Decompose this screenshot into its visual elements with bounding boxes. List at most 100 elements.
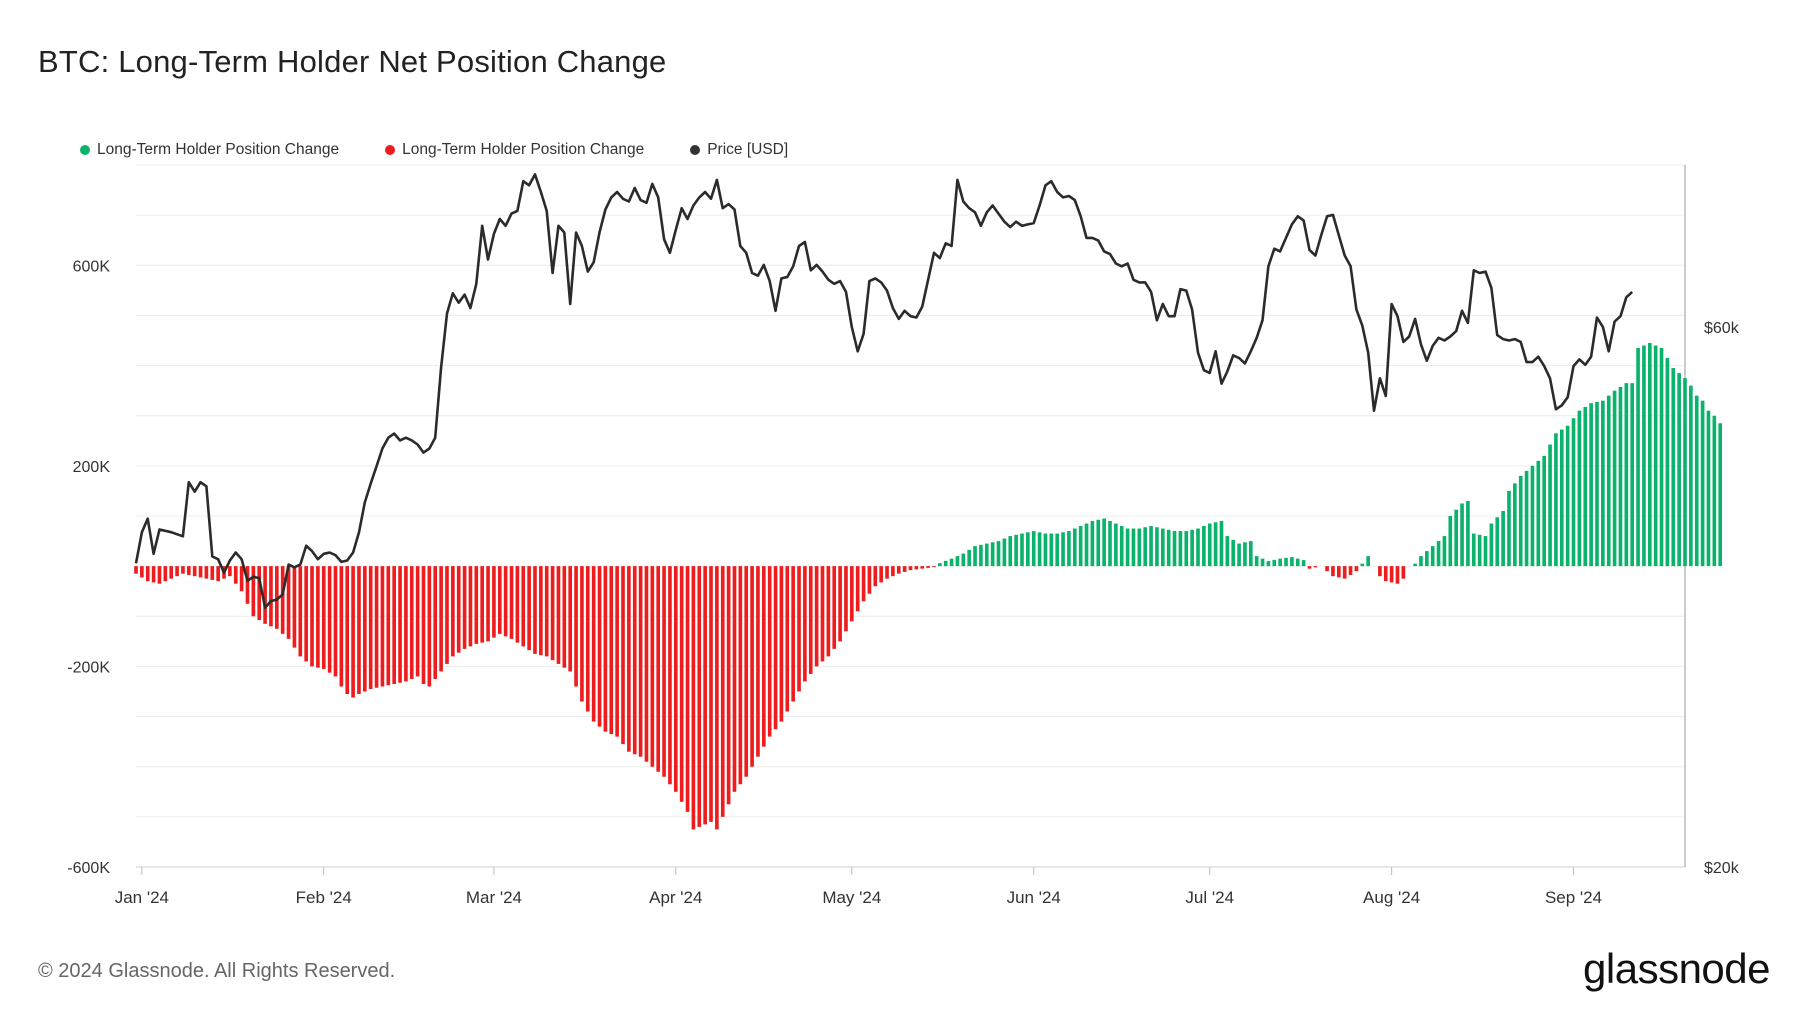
bar-positive: [1172, 531, 1177, 567]
bar-negative: [767, 566, 772, 737]
bar-negative: [380, 566, 385, 687]
bar-negative: [1331, 566, 1335, 577]
bar-negative: [527, 566, 531, 651]
bar-positive: [1008, 536, 1013, 567]
bar-positive: [1612, 390, 1617, 567]
bar-positive: [1102, 518, 1106, 567]
bar-positive: [1196, 528, 1200, 567]
bar-negative: [486, 566, 490, 642]
bar-positive: [1565, 425, 1570, 567]
bar-positive: [1671, 368, 1676, 567]
price-line: [134, 173, 1634, 610]
bar-positive: [1630, 383, 1635, 567]
bar-negative: [615, 566, 619, 737]
bar-positive: [1184, 531, 1189, 567]
bar-negative: [761, 566, 766, 747]
bar-negative: [656, 566, 661, 772]
legend-label: Price [USD]: [707, 141, 789, 158]
bar-negative: [157, 566, 162, 584]
bar-positive: [1595, 401, 1599, 567]
bar-positive: [1642, 345, 1646, 567]
bar-positive: [943, 560, 948, 567]
bar-positive: [1090, 521, 1095, 567]
bar-negative: [274, 566, 279, 629]
bar-negative: [257, 566, 262, 621]
bar-negative: [896, 566, 901, 574]
bar-negative: [363, 566, 367, 692]
legend-label: Long-Term Holder Position Change: [97, 141, 340, 158]
bar-negative: [409, 566, 414, 679]
bar-positive: [1125, 528, 1130, 567]
bar-negative: [398, 566, 402, 683]
bar-positive: [1466, 500, 1470, 567]
bar-positive: [1178, 531, 1183, 567]
x-axis-tick-label: Sep '24: [1545, 888, 1602, 907]
bar-negative: [720, 566, 725, 817]
bar-negative: [855, 566, 860, 612]
bar-negative: [468, 566, 473, 647]
bar-negative: [756, 566, 760, 757]
bar-positive: [1272, 559, 1277, 567]
bar-positive: [1471, 533, 1476, 567]
bar-negative: [327, 566, 332, 673]
bar-negative: [709, 566, 713, 822]
bar-negative: [679, 566, 684, 802]
bar-positive: [1530, 465, 1535, 567]
bar-negative: [838, 566, 842, 642]
bar-positive: [1647, 343, 1652, 567]
bar-negative: [192, 566, 197, 577]
bar-negative: [1307, 566, 1312, 569]
legend-item-green-bars[interactable]: Long-Term Holder Position Change: [80, 141, 339, 159]
left-axis-tick-label: 200K: [73, 459, 111, 476]
x-axis-tick-label: Mar '24: [466, 888, 522, 907]
bar-positive: [1601, 400, 1605, 567]
bar-positive: [949, 558, 954, 567]
bar-positive: [1659, 348, 1664, 567]
bar-positive: [1554, 433, 1558, 567]
bar-negative: [673, 566, 678, 792]
x-axis-tick-label: Apr '24: [649, 888, 702, 907]
bar-positive: [1254, 556, 1259, 567]
bar-negative: [550, 566, 555, 661]
bar-negative: [316, 566, 320, 668]
bar-negative: [228, 566, 232, 577]
bar-negative: [908, 566, 913, 571]
x-axis-tick-label: Jul '24: [1185, 888, 1234, 907]
bar-positive: [1536, 460, 1541, 567]
bar-negative: [697, 566, 702, 827]
bar-positive: [1225, 536, 1230, 567]
legend-item-red-bars[interactable]: Long-Term Holder Position Change: [385, 141, 644, 159]
x-axis-tick-label: Feb '24: [296, 888, 352, 907]
bar-negative: [515, 566, 520, 643]
bar-negative: [685, 566, 690, 812]
bar-positive: [1084, 523, 1089, 567]
bar-negative: [140, 566, 144, 578]
bar-positive: [1577, 410, 1582, 567]
x-axis-tick-label: Jan '24: [115, 888, 169, 907]
bar-negative: [850, 566, 854, 622]
bar-negative: [509, 566, 514, 639]
bar-negative: [233, 566, 238, 584]
bar-negative: [891, 566, 895, 577]
bar-positive: [1442, 536, 1447, 567]
bar-positive: [1618, 386, 1623, 567]
bar-positive: [955, 556, 960, 567]
bar-negative: [292, 566, 297, 648]
bar-negative: [803, 566, 807, 682]
bar-negative: [791, 566, 795, 702]
bar-negative: [134, 566, 138, 574]
legend-item-price[interactable]: Price [USD]: [690, 141, 788, 159]
bar-positive: [1131, 528, 1136, 567]
bar-negative: [844, 566, 848, 632]
bar-positive: [1694, 395, 1699, 567]
bar-negative: [1354, 566, 1359, 572]
bar-negative: [269, 566, 273, 627]
bar-negative: [885, 566, 889, 579]
bar-positive: [1718, 423, 1723, 567]
bar-positive: [1419, 556, 1423, 567]
legend: Long-Term Holder Position Change Long-Te…: [80, 141, 788, 159]
bar-positive: [1559, 429, 1564, 567]
bar-positive: [1589, 403, 1593, 567]
bar-negative: [650, 566, 655, 767]
